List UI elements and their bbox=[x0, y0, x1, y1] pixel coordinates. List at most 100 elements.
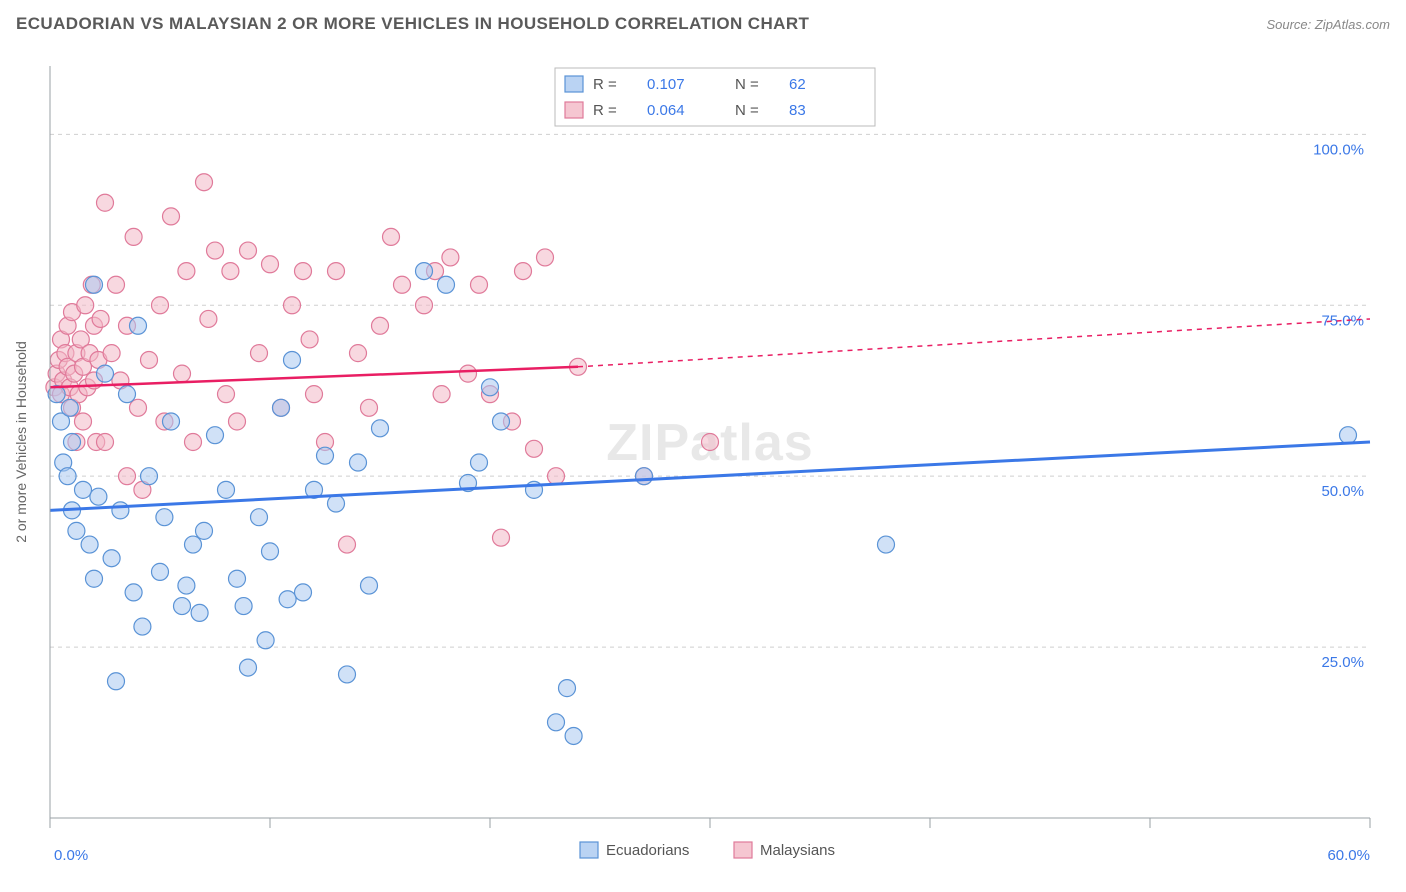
malaysians-point bbox=[222, 263, 239, 280]
malaysians-point bbox=[493, 529, 510, 546]
source-label: Source: ZipAtlas.com bbox=[1266, 17, 1390, 32]
malaysians-point bbox=[108, 276, 125, 293]
ecuadorians-point bbox=[130, 317, 147, 334]
malaysians-point bbox=[328, 263, 345, 280]
ecuadorians-point bbox=[156, 509, 173, 526]
ecuadorians-point bbox=[185, 536, 202, 553]
malaysians-point bbox=[442, 249, 459, 266]
ecuadorians-point bbox=[103, 550, 120, 567]
ecuadorians-point bbox=[878, 536, 895, 553]
malaysians-point bbox=[77, 297, 94, 314]
malaysians-point bbox=[185, 434, 202, 451]
ecuadorians-point bbox=[112, 502, 129, 519]
ecuadorians-point bbox=[257, 632, 274, 649]
ecuadorians-point bbox=[86, 570, 103, 587]
ecuadorians-legend-swatch bbox=[565, 76, 583, 92]
ecuadorians-point bbox=[68, 522, 85, 539]
malaysians-point bbox=[103, 345, 120, 362]
ecuadorians-point bbox=[86, 276, 103, 293]
chart-area: 25.0%50.0%75.0%100.0%ZIPatlas0.0%60.0%2 … bbox=[0, 48, 1406, 892]
ecuadorians-point bbox=[350, 454, 367, 471]
malaysians-point bbox=[174, 365, 191, 382]
y-tick-label: 50.0% bbox=[1321, 483, 1364, 500]
malaysians-point bbox=[196, 174, 213, 191]
ecuadorians-point bbox=[438, 276, 455, 293]
malaysians-point bbox=[97, 434, 114, 451]
chart-header: ECUADORIAN VS MALAYSIAN 2 OR MORE VEHICL… bbox=[0, 0, 1406, 48]
legend-n-prefix: N = bbox=[735, 76, 759, 93]
ecuadorians-point bbox=[284, 351, 301, 368]
ecuadorians-point bbox=[218, 481, 235, 498]
ecuadorians-point bbox=[235, 598, 252, 615]
malaysians-point bbox=[163, 208, 180, 225]
malaysians-point bbox=[306, 386, 323, 403]
malaysians-point bbox=[416, 297, 433, 314]
malaysians-point bbox=[394, 276, 411, 293]
ecuadorians-point bbox=[178, 577, 195, 594]
ecuadorians-point bbox=[295, 584, 312, 601]
legend-r-prefix: R = bbox=[593, 76, 617, 93]
ecuadorians-point bbox=[141, 468, 158, 485]
ecuadorians-point bbox=[565, 727, 582, 744]
malaysians-point bbox=[229, 413, 246, 430]
malaysians-point bbox=[515, 263, 532, 280]
malaysians-point bbox=[207, 242, 224, 259]
ecuadorians-point bbox=[317, 447, 334, 464]
ecuadorians-point bbox=[372, 420, 389, 437]
ecuadorians-point bbox=[262, 543, 279, 560]
malaysians-point bbox=[301, 331, 318, 348]
malaysians-point bbox=[339, 536, 356, 553]
malaysians-legend-swatch bbox=[565, 102, 583, 118]
ecuadorians-point bbox=[493, 413, 510, 430]
ecuadorians-point bbox=[64, 434, 81, 451]
malaysians-point bbox=[548, 468, 565, 485]
ecuadorians-point bbox=[328, 495, 345, 512]
ecuadorians-point bbox=[196, 522, 213, 539]
malaysians-trend-line-extrapolated bbox=[578, 319, 1370, 367]
ecuadorians-point bbox=[134, 618, 151, 635]
malaysians-trend-line bbox=[50, 367, 578, 388]
malaysians-point bbox=[537, 249, 554, 266]
malaysians-r-value: 0.064 bbox=[647, 102, 685, 119]
malaysians-point bbox=[350, 345, 367, 362]
malaysians-point bbox=[218, 386, 235, 403]
ecuadorians-point bbox=[416, 263, 433, 280]
x-max-label: 60.0% bbox=[1327, 847, 1370, 864]
malaysians-point bbox=[200, 310, 217, 327]
ecuadorians-point bbox=[471, 454, 488, 471]
malaysians-point bbox=[262, 256, 279, 273]
chart-title: ECUADORIAN VS MALAYSIAN 2 OR MORE VEHICL… bbox=[16, 14, 809, 34]
ecuadorians-bottom-label: Ecuadorians bbox=[606, 842, 689, 859]
malaysians-point bbox=[125, 228, 142, 245]
malaysians-point bbox=[471, 276, 488, 293]
ecuadorians-point bbox=[229, 570, 246, 587]
malaysians-point bbox=[130, 399, 147, 416]
ecuadorians-point bbox=[361, 577, 378, 594]
ecuadorians-point bbox=[119, 386, 136, 403]
ecuadorians-point bbox=[482, 379, 499, 396]
ecuadorians-point bbox=[240, 659, 257, 676]
legend-r-prefix: R = bbox=[593, 102, 617, 119]
malaysians-point bbox=[97, 194, 114, 211]
ecuadorians-point bbox=[207, 427, 224, 444]
y-tick-label: 100.0% bbox=[1313, 141, 1364, 158]
malaysians-point bbox=[284, 297, 301, 314]
malaysians-point bbox=[526, 440, 543, 457]
ecuadorians-point bbox=[636, 468, 653, 485]
malaysians-point bbox=[295, 263, 312, 280]
ecuadorians-point bbox=[279, 591, 296, 608]
ecuadorians-n-value: 62 bbox=[789, 76, 806, 93]
malaysians-n-value: 83 bbox=[789, 102, 806, 119]
ecuadorians-point bbox=[174, 598, 191, 615]
ecuadorians-point bbox=[559, 680, 576, 697]
ecuadorians-point bbox=[90, 488, 107, 505]
ecuadorians-point bbox=[97, 365, 114, 382]
malaysians-point bbox=[178, 263, 195, 280]
y-tick-label: 25.0% bbox=[1321, 654, 1364, 671]
y-axis-label: 2 or more Vehicles in Household bbox=[13, 341, 29, 543]
malaysians-point bbox=[433, 386, 450, 403]
malaysians-point bbox=[372, 317, 389, 334]
malaysians-point bbox=[361, 399, 378, 416]
malaysians-point bbox=[92, 310, 109, 327]
malaysians-point bbox=[141, 351, 158, 368]
